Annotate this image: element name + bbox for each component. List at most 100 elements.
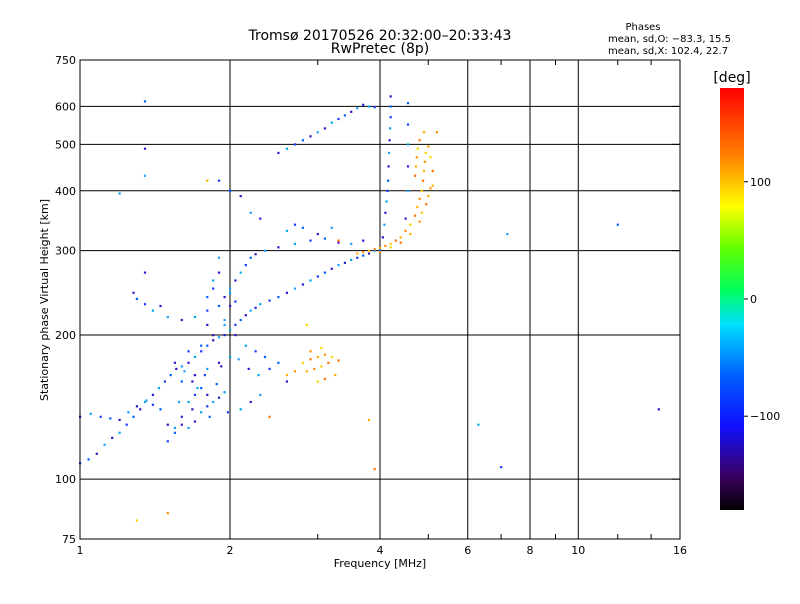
data-point [239, 195, 242, 198]
data-point [223, 391, 226, 394]
data-point [293, 287, 297, 290]
data-point [127, 411, 130, 414]
data-point [200, 350, 203, 353]
data-point [173, 431, 176, 434]
data-point [183, 370, 186, 373]
data-point [406, 143, 410, 146]
data-point [367, 105, 371, 108]
data-point [151, 309, 154, 312]
data-point [406, 123, 410, 126]
data-point [268, 299, 271, 302]
data-point [389, 105, 392, 108]
data-point [212, 279, 215, 282]
data-point [206, 344, 209, 347]
data-point [206, 323, 209, 326]
data-point [193, 316, 196, 319]
data-point [409, 233, 412, 236]
data-point [223, 296, 226, 299]
data-point [244, 344, 247, 347]
colorbar [720, 88, 744, 510]
data-point [427, 195, 430, 198]
data-point [151, 393, 154, 396]
y-tick-label: 75 [62, 533, 76, 546]
data-point [237, 358, 240, 361]
data-point [350, 258, 353, 261]
data-point [217, 304, 221, 308]
data-point [385, 200, 388, 203]
data-point [166, 512, 169, 515]
data-point [200, 344, 203, 347]
data-point [343, 261, 346, 264]
data-point [435, 131, 438, 134]
data-point [387, 165, 390, 168]
data-point [381, 236, 384, 239]
data-point [386, 189, 389, 192]
data-point [305, 323, 308, 326]
y-tick-label: 600 [55, 100, 76, 113]
chart-title: Tromsø 20170526 20:32:00–20:33:43 [248, 28, 512, 44]
data-point [657, 408, 660, 411]
data-point [143, 303, 147, 306]
x-tick-label: 10 [571, 544, 585, 557]
data-point [268, 415, 271, 418]
chart-subtitle: RwPretec (8p) [331, 41, 429, 57]
data-point [157, 387, 161, 390]
x-axis-label: Frequency [MHz] [334, 557, 426, 570]
data-point [151, 403, 154, 406]
data-point [316, 131, 319, 134]
x-tick-label: 8 [527, 544, 534, 557]
y-tick-label: 300 [55, 245, 76, 258]
data-point [159, 408, 162, 411]
data-point [191, 408, 194, 411]
data-point [178, 400, 181, 404]
data-point [132, 415, 135, 418]
data-point [226, 411, 229, 414]
data-point [277, 361, 280, 364]
data-point [229, 304, 232, 308]
data-point [135, 405, 138, 408]
data-point [431, 184, 434, 187]
data-point [416, 147, 419, 150]
data-point [422, 169, 426, 173]
data-point [217, 336, 221, 339]
data-point [506, 233, 509, 236]
data-point [95, 452, 98, 455]
data-point [362, 239, 365, 242]
data-point [330, 267, 333, 270]
data-point [285, 229, 288, 232]
x-tick-label: 6 [464, 544, 471, 557]
data-point [399, 241, 402, 244]
data-point [320, 346, 323, 349]
data-point [206, 393, 209, 396]
data-point [379, 251, 382, 254]
data-point [406, 165, 410, 168]
data-point [180, 318, 183, 322]
data-point [285, 147, 288, 150]
data-point [249, 256, 252, 259]
data-point [254, 253, 257, 256]
data-point [259, 303, 262, 306]
colorbar-tick-label: 100 [750, 176, 771, 189]
data-point [389, 127, 392, 130]
data-point [223, 323, 226, 326]
data-point [277, 151, 280, 154]
data-point [234, 323, 237, 326]
phase-line-o: mean, sd,O: −83.3, 15.5 [608, 34, 731, 45]
data-point [379, 249, 382, 252]
data-point [109, 417, 112, 420]
data-point [356, 107, 359, 110]
data-point [229, 287, 232, 290]
colorbar-ticks: 100 0 −100 [744, 176, 780, 423]
y-axis-label: Stationary phase Virtual Height [km] [38, 199, 51, 401]
data-point [206, 367, 209, 370]
data-point [111, 436, 114, 439]
data-point [234, 334, 237, 337]
data-point [323, 271, 326, 274]
data-point [293, 223, 297, 226]
data-point [163, 380, 166, 383]
data-point [217, 179, 221, 182]
data-point [414, 165, 417, 168]
data-point [217, 396, 221, 399]
data-point [143, 100, 147, 103]
